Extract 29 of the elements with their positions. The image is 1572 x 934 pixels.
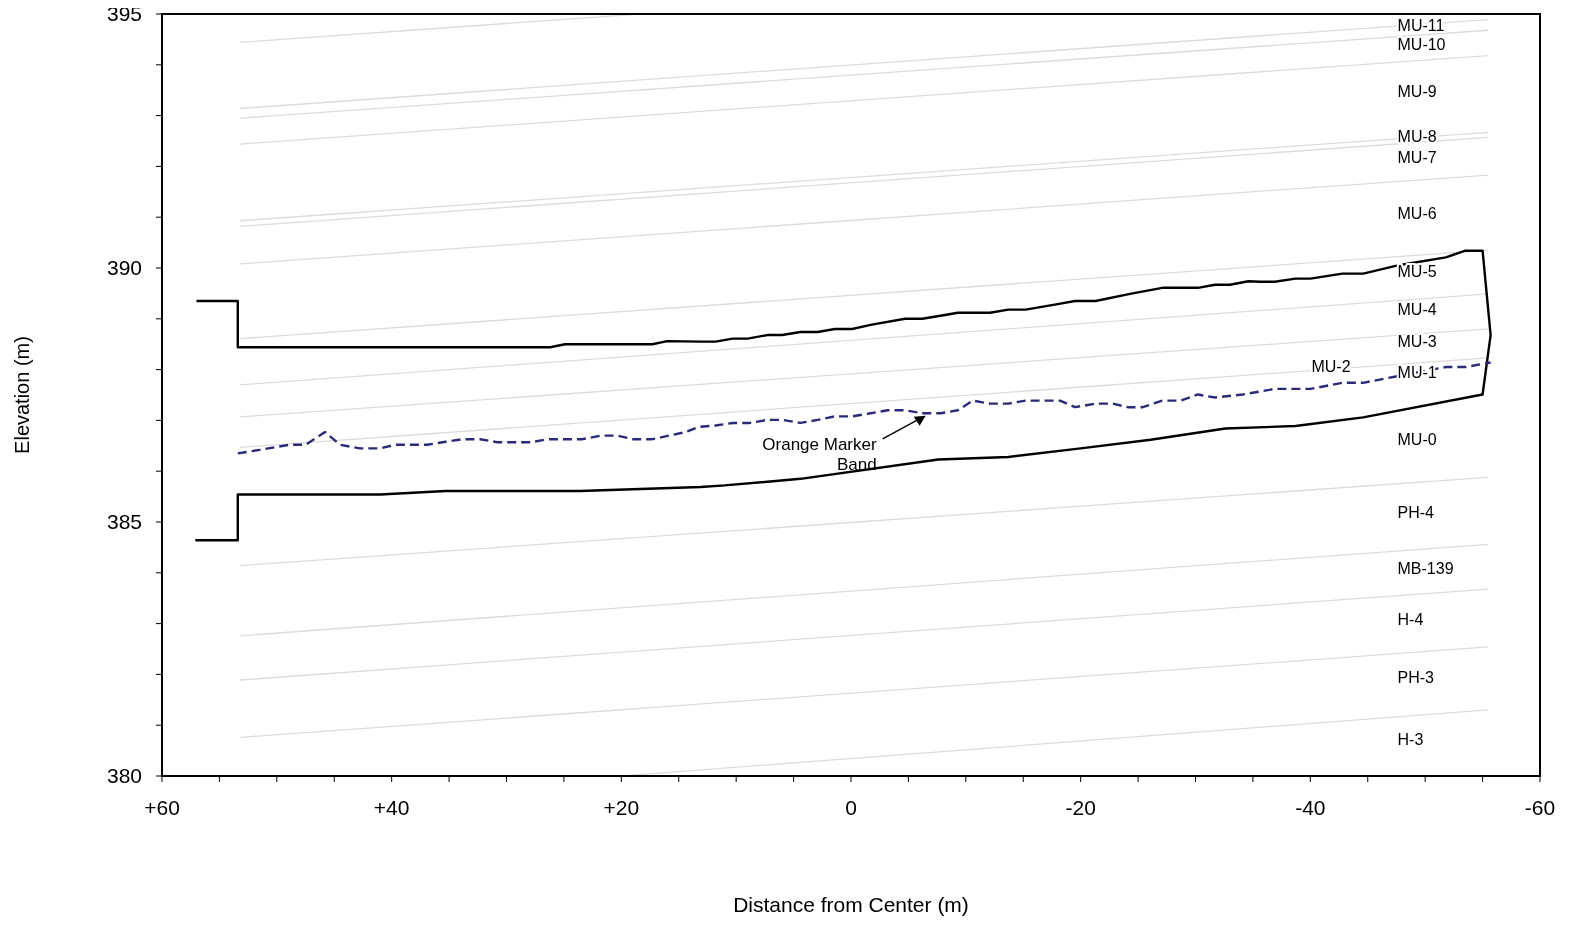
annotation: MU-10 [1397,35,1446,53]
x-tick-label: 0 [845,795,857,819]
annotation: MU-7 [1397,149,1437,166]
y-tick-label: 380 [106,764,142,788]
annotation: MU-3 [1397,332,1437,350]
y-tick-label: 385 [106,510,142,534]
x-tick-label: +40 [373,795,410,819]
y-tick-label: 390 [106,256,142,280]
line-series [194,249,1492,542]
annotation: PH-4 [1397,503,1435,521]
annotation: MU-5 [1397,262,1437,280]
annotation: MU-2 [1311,357,1351,375]
annotation: MU-9 [1397,82,1437,100]
x-tick-label: +60 [144,795,180,819]
x-tick-label: -40 [1295,795,1326,819]
x-tick-label: -20 [1065,795,1096,819]
annotation: MU-0 [1397,431,1437,448]
annotation: MU-6 [1397,205,1437,222]
annotation: PH-3 [1397,668,1435,686]
y-axis-title: Elevation (m) [11,336,34,454]
annotation: MU-8 [1397,127,1437,145]
x-axis-title: Distance from Center (m) [733,893,969,916]
annotation: MU-11 [1397,16,1445,34]
annotation: H-4 [1397,611,1424,628]
annotation: MB-139 [1397,560,1454,577]
annotation: MU-4 [1397,301,1437,318]
x-tick-label: -60 [1524,795,1556,819]
x-tick-label: +20 [603,795,640,819]
annotation: H-3 [1397,731,1424,748]
